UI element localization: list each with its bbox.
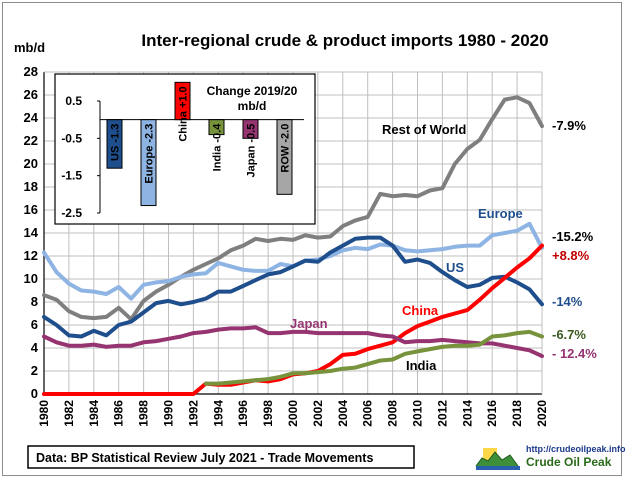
y-tick-label: 6 — [31, 317, 38, 332]
inset-bar-label: Japan -0.5 — [246, 124, 258, 178]
y-tick-label: 16 — [24, 202, 38, 217]
inset-bar — [174, 81, 191, 121]
y-tick-label: 18 — [24, 179, 38, 194]
inset-tick-label: -1.5 — [61, 169, 82, 183]
source-box: Data: BP Statistical Review July 2021 - … — [27, 445, 415, 469]
logo-name: Crude Oil Peak — [526, 455, 612, 469]
inset-axis: 0.5 -0.5 -1.5 -2.5 — [61, 94, 304, 220]
x-tick-label: 2014 — [460, 400, 474, 427]
x-tick-label: 2018 — [510, 400, 524, 427]
inset-bar-label: Europe -2.3 — [144, 124, 156, 184]
y-tick-label: 14 — [24, 225, 39, 240]
inset-bar-label: US -1.3 — [110, 124, 122, 161]
inset-bar-label: China +1.0 — [178, 86, 190, 141]
series-line-japan — [42, 325, 544, 359]
x-tick-label: 1998 — [261, 400, 275, 427]
y-axis-unit: mb/d — [14, 40, 45, 55]
inset-bar — [242, 119, 259, 139]
source-text: Data: BP Statistical Review July 2021 - … — [36, 451, 373, 465]
inset-bar — [208, 119, 225, 136]
y-tick-label: 2 — [31, 363, 38, 378]
x-tick-label: 2000 — [286, 400, 300, 427]
y-tick-label: 12 — [24, 248, 38, 263]
chart-title: Inter-regional crude & product imports 1… — [141, 31, 548, 50]
change-labels: -7.9% -15.2% -14% +8.8% - 12.4% -6.7% — [552, 118, 597, 361]
logo-hills-icon — [475, 451, 519, 467]
y-tick-label: 4 — [31, 340, 39, 355]
y-tick-label: 28 — [24, 64, 38, 79]
series-label: India — [406, 358, 437, 373]
inset-bar-label: ROW -2.0 — [280, 124, 292, 173]
x-tick-label: 2002 — [311, 400, 325, 427]
x-tick-label: 1988 — [137, 400, 151, 427]
change-label: - 12.4% — [552, 346, 597, 361]
change-label: -15.2% — [552, 229, 594, 244]
series-line-us — [42, 235, 544, 339]
x-tick-label: 1996 — [236, 400, 250, 427]
y-tick-label: 26 — [24, 87, 38, 102]
series-line-india — [203, 329, 544, 386]
series-label: US — [446, 260, 464, 275]
crude-oil-peak-logo: http://crudeoilpeak.info Crude Oil Peak — [475, 444, 626, 470]
logo-url: http://crudeoilpeak.info — [526, 444, 626, 454]
x-tick-label: 1984 — [87, 400, 101, 427]
x-tick-label: 1990 — [162, 400, 176, 427]
y-tick-label: 0 — [31, 386, 38, 401]
y-tick-label: 10 — [24, 271, 38, 286]
x-tick-label: 2012 — [435, 400, 449, 427]
series-labels: Rest of World Europe US China Japan India — [290, 122, 523, 373]
series-label: Japan — [290, 316, 328, 331]
inset-tick-label: -2.5 — [61, 206, 82, 220]
x-tick-label: 1992 — [186, 400, 200, 427]
series-label: Europe — [478, 206, 523, 221]
inset-tick-label: 0.5 — [65, 94, 82, 108]
series-line-rest-of-world — [42, 95, 544, 322]
x-tick-label: 2020 — [535, 400, 549, 427]
series-label: China — [402, 303, 439, 318]
inset-bar-label: India -0.4 — [212, 123, 224, 172]
series-label: Rest of World — [382, 122, 466, 137]
inset-unit: mb/d — [238, 99, 267, 113]
x-tick-label: 2010 — [411, 400, 425, 427]
inset-title: Change 2019/20 — [207, 84, 298, 98]
change-label: -7.9% — [552, 118, 586, 133]
change-label: -14% — [552, 294, 583, 309]
inset-bar — [276, 119, 293, 195]
change-label: -6.7% — [552, 327, 586, 342]
y-tick-label: 24 — [24, 110, 39, 125]
y-tick-label: 20 — [24, 156, 38, 171]
x-tick-label: 2008 — [386, 400, 400, 427]
inset-bar — [140, 119, 157, 207]
x-tick-label: 2006 — [361, 400, 375, 427]
logo-water-icon — [476, 466, 520, 470]
series-lines — [42, 95, 544, 396]
inset-bar — [106, 119, 123, 169]
source-box-frame — [27, 445, 415, 469]
x-tick-label: 1980 — [37, 400, 51, 427]
inset-change-chart: Change 2019/20 mb/d 0.5 -0.5 -1.5 -2.5 US -… — [54, 73, 316, 225]
inset-tick-label: -0.5 — [61, 131, 82, 145]
x-tick-label: 1982 — [62, 400, 76, 427]
y-tick-label: 22 — [24, 133, 38, 148]
change-label: +8.8% — [552, 248, 590, 263]
x-tick-label: 2004 — [336, 400, 350, 427]
x-tick-label: 1994 — [211, 400, 225, 427]
x-tick-label: 1986 — [112, 400, 126, 427]
y-tick-label: 8 — [31, 294, 38, 309]
inset-bars: US -1.3 Europe -2.3 China +1.0 India -0.4 Ja… — [106, 81, 293, 207]
x-tick-label: 2016 — [485, 400, 499, 427]
